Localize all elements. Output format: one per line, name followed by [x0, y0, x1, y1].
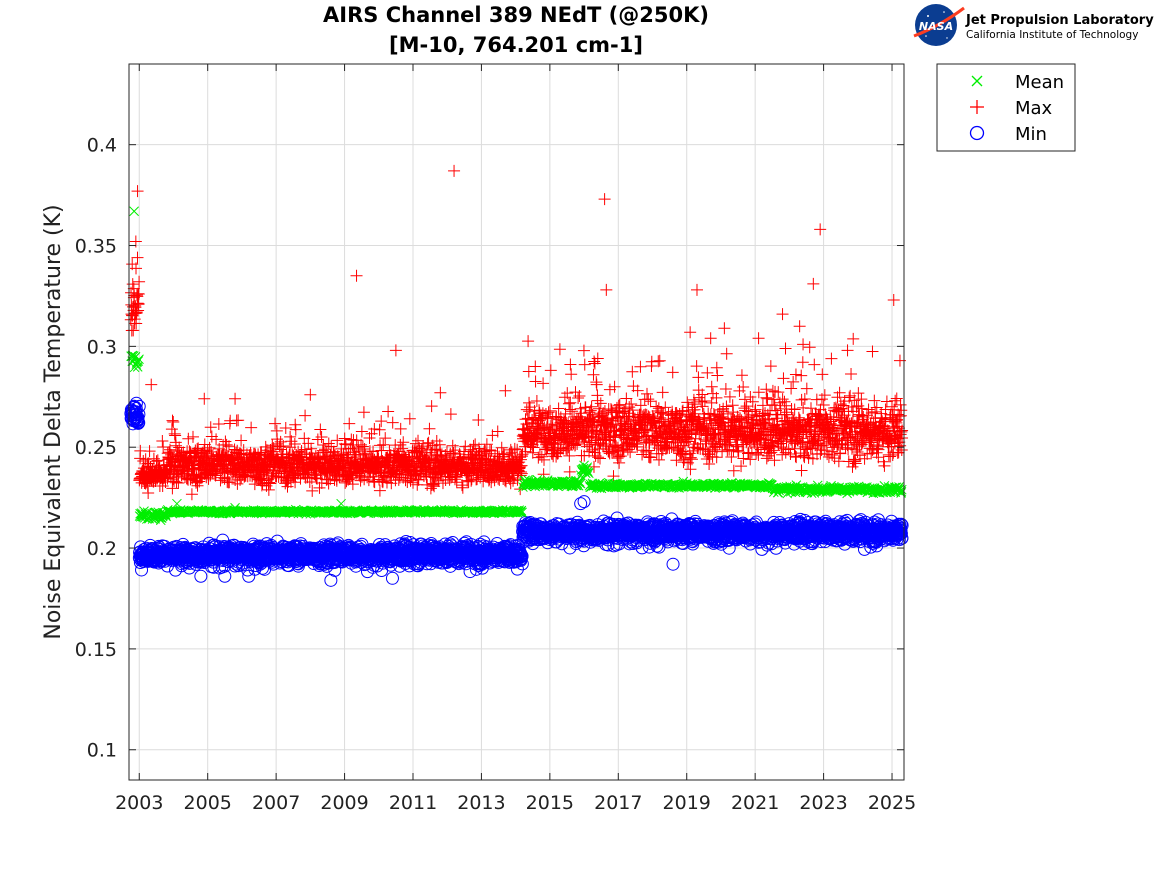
data-point-max [235, 434, 248, 447]
data-point-max [132, 287, 145, 300]
series-max [124, 164, 909, 501]
jpl-logo: NASA Jet Propulsion Laboratory Californi… [913, 4, 1154, 46]
data-point-max [185, 488, 198, 501]
data-point-max [182, 432, 195, 445]
data-point-max [156, 434, 169, 447]
data-point-max [159, 476, 172, 489]
nasa-meatball-icon: NASA [913, 4, 965, 46]
data-point-max [130, 262, 143, 275]
data-point-max [223, 476, 236, 489]
data-point-max [285, 435, 298, 448]
chart-title-line-2: [M-10, 764.201 cm-1] [389, 33, 643, 57]
data-point-max [186, 430, 199, 443]
data-point-max [209, 467, 222, 480]
data-point-max [212, 418, 225, 431]
data-point-max [170, 476, 183, 489]
data-point-max [259, 440, 272, 453]
data-point-max [274, 443, 287, 456]
data-point-max [232, 414, 245, 427]
data-point-max [264, 477, 277, 490]
data-point-max [166, 482, 179, 495]
data-point-max [289, 418, 302, 431]
data-point-max [279, 477, 292, 490]
data-point-max [269, 417, 282, 430]
data-point-max [130, 317, 143, 330]
data-point-max [288, 437, 301, 450]
data-point-max [166, 414, 179, 427]
logo-org-subtitle: California Institute of Technology [966, 29, 1138, 41]
data-point-max [289, 423, 302, 436]
data-point-max [151, 454, 164, 467]
data-point-max [279, 421, 292, 434]
data-point-max [245, 421, 258, 434]
data-point-max [157, 440, 170, 453]
data-point-max [222, 440, 235, 453]
data-point-max [131, 251, 144, 264]
data-point-max [210, 433, 223, 446]
data-point-max [322, 437, 335, 450]
data-point-max [183, 445, 196, 458]
data-point-max [277, 440, 290, 453]
chart-title-line-1: AIRS Channel 389 NEdT (@250K) [323, 3, 709, 27]
data-point-max [255, 479, 268, 492]
logo-org-name: Jet Propulsion Laboratory [965, 13, 1154, 28]
data-point-max [299, 409, 312, 422]
nasa-badge-text: NASA [919, 20, 953, 33]
data-point-max [220, 438, 233, 451]
data-point-max [167, 415, 180, 428]
data-point-max [314, 423, 327, 436]
data-point-max [165, 423, 178, 436]
data-point-max [133, 275, 146, 288]
data-point-max [315, 431, 328, 444]
data-point-max [325, 440, 338, 453]
data-point-max [169, 429, 182, 442]
data-point-max [163, 446, 176, 459]
data-point-max [172, 477, 185, 490]
data-point-max [143, 445, 156, 458]
data-point-max [313, 481, 326, 494]
data-point-max [331, 434, 344, 447]
data-point-max [302, 437, 315, 450]
data-point-max [298, 443, 311, 456]
data-point-max [130, 306, 143, 319]
data-point-max [306, 484, 319, 497]
data-point-max [198, 438, 211, 451]
data-point-max [204, 421, 217, 434]
data-point-max [170, 439, 183, 452]
data-point-max [142, 486, 155, 499]
data-point-max [266, 439, 279, 452]
data-point-max [284, 441, 297, 454]
